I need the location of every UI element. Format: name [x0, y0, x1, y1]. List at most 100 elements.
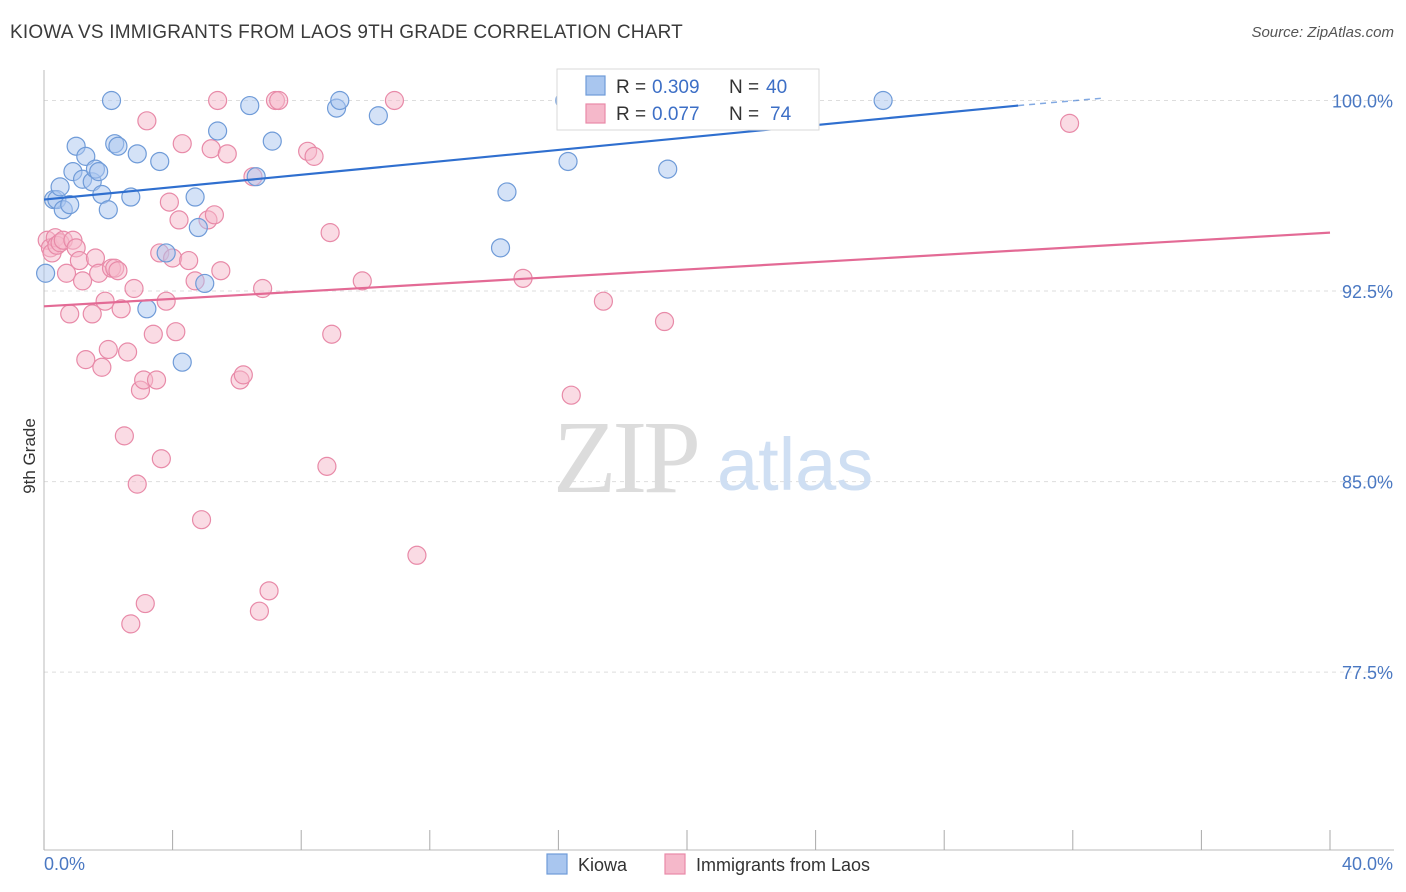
laos-point	[233, 365, 253, 385]
laos-r-label: R =	[616, 104, 651, 125]
laos-point	[156, 291, 176, 311]
kiowa-r-value: 0.309	[652, 77, 700, 98]
laos-point	[179, 250, 199, 271]
laos-point	[69, 250, 89, 271]
laos-legend-swatch	[585, 103, 606, 124]
kiowa-point	[36, 263, 56, 283]
laos-point	[320, 223, 340, 243]
x-tick-label: 40.0%	[1342, 854, 1393, 874]
watermark-atlas: atlas	[717, 423, 873, 506]
laos-point	[127, 474, 147, 494]
trend-lines	[43, 97, 1331, 308]
laos-point	[143, 324, 163, 344]
kiowa-point	[262, 131, 282, 151]
source-label: Source: ZipAtlas.com	[1251, 24, 1394, 41]
laos-point	[208, 90, 228, 111]
kiowa-point	[490, 238, 511, 258]
laos-point	[204, 205, 224, 225]
kiowa-point	[98, 200, 118, 220]
kiowa-point	[658, 159, 678, 179]
kiowa-point	[89, 162, 109, 182]
kiowa-bottom-swatch	[546, 853, 568, 875]
laos-point	[654, 311, 675, 332]
laos-point	[217, 144, 237, 164]
laos-n-value: 74	[770, 104, 792, 125]
laos-point	[124, 278, 144, 299]
laos-point	[60, 304, 80, 324]
laos-points	[37, 90, 1080, 634]
kiowa-point	[246, 167, 266, 187]
laos-point	[169, 210, 189, 230]
laos-point	[269, 90, 289, 111]
y-tick-labels: 77.5% 85.0% 92.5% 100.0%	[1332, 91, 1393, 683]
kiowa-n-label: N =	[729, 77, 764, 98]
laos-trend-line	[43, 231, 1331, 308]
laos-point	[201, 139, 221, 159]
laos-point	[111, 299, 131, 319]
kiowa-point	[368, 106, 388, 126]
laos-n-label: N =	[729, 104, 764, 125]
kiowa-point	[50, 177, 70, 197]
laos-point	[82, 304, 102, 324]
laos-point	[259, 581, 279, 601]
laos-r-value: 0.077	[652, 104, 700, 125]
y-tick-label: 77.5%	[1342, 663, 1393, 683]
laos-point	[159, 192, 179, 212]
y-tick-label: 85.0%	[1342, 473, 1393, 493]
kiowa-point	[497, 182, 517, 202]
kiowa-point	[137, 299, 157, 319]
laos-point	[407, 545, 427, 565]
kiowa-point	[558, 151, 578, 172]
kiowa-r-label: R =	[616, 77, 651, 98]
kiowa-legend-label: Kiowa	[578, 855, 628, 875]
laos-point	[304, 146, 324, 166]
stats-legend: R = 0.309 N = 40 R = 0.077 N = 74	[556, 68, 820, 131]
laos-point	[172, 134, 192, 154]
kiowa-point	[108, 136, 128, 156]
y-tick-label: 92.5%	[1342, 282, 1393, 302]
x-tick-label: 0.0%	[44, 854, 85, 874]
laos-point	[121, 614, 141, 634]
kiowa-point	[195, 273, 215, 294]
kiowa-point	[240, 95, 260, 116]
kiowa-point	[185, 187, 205, 207]
watermark: ZIP atlas	[553, 400, 873, 515]
laos-point	[211, 261, 231, 281]
laos-point	[114, 426, 134, 446]
laos-point	[593, 291, 614, 311]
axes	[43, 70, 1394, 851]
laos-point	[166, 322, 186, 342]
laos-point	[76, 350, 96, 370]
laos-point	[56, 263, 77, 283]
laos-point	[352, 271, 372, 291]
kiowa-point	[156, 243, 176, 263]
kiowa-point	[60, 195, 80, 215]
kiowa-point	[127, 144, 147, 164]
x-tick-labels: 0.0% 40.0%	[44, 854, 1393, 874]
laos-point	[117, 342, 138, 362]
kiowa-point	[76, 146, 96, 166]
laos-point	[1059, 113, 1080, 133]
series-legend: Kiowa Immigrants from Laos	[546, 853, 870, 875]
laos-point	[135, 593, 155, 614]
laos-point	[561, 385, 581, 405]
laos-point	[98, 339, 118, 360]
chart-title: KIOWA VS IMMIGRANTS FROM LAOS 9TH GRADE …	[10, 22, 683, 43]
laos-point	[384, 90, 405, 111]
y-axis-label: 9th Grade	[20, 418, 39, 494]
kiowa-trend-line	[43, 104, 1019, 201]
kiowa-legend-swatch	[585, 75, 606, 96]
laos-point	[95, 291, 115, 311]
watermark-zip: ZIP	[553, 400, 697, 515]
laos-point	[108, 261, 128, 281]
kiowa-points	[36, 90, 893, 372]
laos-point	[151, 449, 171, 469]
kiowa-point	[208, 121, 228, 141]
kiowa-n-value: 40	[766, 77, 787, 98]
laos-point	[146, 370, 167, 390]
laos-legend-label: Immigrants from Laos	[696, 855, 870, 875]
kiowa-point	[101, 90, 122, 111]
kiowa-point	[873, 90, 893, 111]
laos-point	[137, 111, 157, 131]
kiowa-point	[330, 90, 350, 111]
